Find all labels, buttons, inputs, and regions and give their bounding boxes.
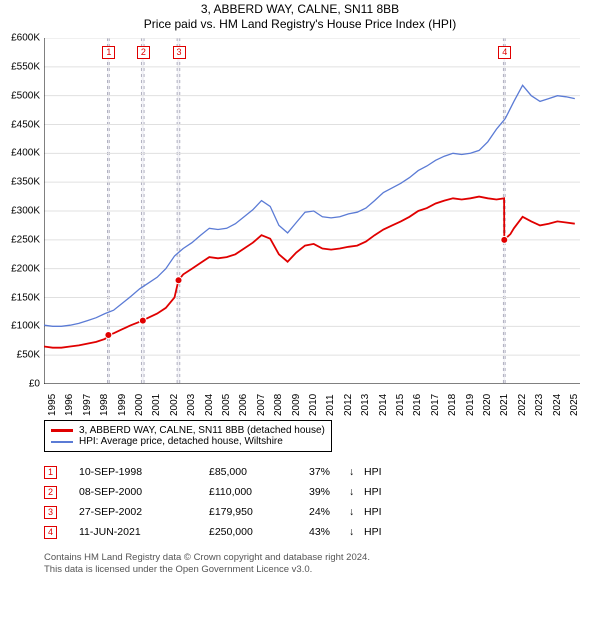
sales-table: 110-SEP-1998£85,00037%↓HPI208-SEP-2000£1… <box>44 462 394 542</box>
x-axis-label: 2005 <box>221 394 232 416</box>
y-axis-label: £450K <box>2 119 40 130</box>
x-axis-label: 2013 <box>360 394 371 416</box>
sales-row: 1 10-SEP-1998£85,00037%↓HPI <box>44 462 394 482</box>
y-axis-label: £400K <box>2 148 40 159</box>
x-axis-label: 2025 <box>569 394 580 416</box>
sales-row: 3 27-SEP-2002£179,95024%↓HPI <box>44 502 394 522</box>
sale-date: 11-JUN-2021 <box>79 526 209 538</box>
x-axis-label: 2003 <box>186 394 197 416</box>
legend-swatch-price <box>51 429 73 432</box>
x-axis-label: 2012 <box>343 394 354 416</box>
chart-svg <box>44 38 580 384</box>
x-axis-label: 2017 <box>430 394 441 416</box>
sale-hpi-label: HPI <box>364 506 394 518</box>
x-axis-label: 2007 <box>256 394 267 416</box>
x-axis-label: 2023 <box>534 394 545 416</box>
sales-row: 4 11-JUN-2021£250,00043%↓HPI <box>44 522 394 542</box>
y-axis-label: £250K <box>2 234 40 245</box>
y-axis-label: £350K <box>2 177 40 188</box>
sale-marker: 3 <box>173 46 186 59</box>
x-axis-label: 1999 <box>117 394 128 416</box>
x-axis-label: 2004 <box>204 394 215 416</box>
y-axis-label: £100K <box>2 321 40 332</box>
sale-pct: 39% <box>309 486 349 498</box>
chart-container: 3, ABBERD WAY, CALNE, SN11 8BB Price pai… <box>0 0 600 620</box>
x-axis-label: 1997 <box>82 394 93 416</box>
x-axis-label: 2009 <box>291 394 302 416</box>
footer-line2: This data is licensed under the Open Gov… <box>44 564 370 576</box>
x-axis-label: 2006 <box>238 394 249 416</box>
sale-marker-icon: 2 <box>44 486 57 499</box>
arrow-down-icon: ↓ <box>349 506 364 518</box>
x-axis-label: 2018 <box>447 394 458 416</box>
y-axis-label: £550K <box>2 61 40 72</box>
x-axis-label: 1995 <box>47 394 58 416</box>
x-axis-label: 2019 <box>465 394 476 416</box>
x-axis-label: 2010 <box>308 394 319 416</box>
x-axis-label: 1998 <box>99 394 110 416</box>
x-axis-label: 2022 <box>517 394 528 416</box>
x-axis-label: 2015 <box>395 394 406 416</box>
sale-marker: 1 <box>102 46 115 59</box>
sales-row: 2 08-SEP-2000£110,00039%↓HPI <box>44 482 394 502</box>
sale-hpi-label: HPI <box>364 466 394 478</box>
x-axis-label: 2008 <box>273 394 284 416</box>
x-axis-label: 2014 <box>378 394 389 416</box>
y-axis-label: £0 <box>2 379 40 390</box>
sale-pct: 37% <box>309 466 349 478</box>
y-axis-label: £150K <box>2 292 40 303</box>
sale-marker: 4 <box>498 46 511 59</box>
footer-line1: Contains HM Land Registry data © Crown c… <box>44 552 370 564</box>
x-axis-label: 2002 <box>169 394 180 416</box>
x-axis-label: 2001 <box>151 394 162 416</box>
sale-marker-icon: 4 <box>44 526 57 539</box>
x-axis-label: 2020 <box>482 394 493 416</box>
arrow-down-icon: ↓ <box>349 486 364 498</box>
sale-price: £250,000 <box>209 526 309 538</box>
sale-marker: 2 <box>137 46 150 59</box>
x-axis-label: 2016 <box>412 394 423 416</box>
y-axis-label: £200K <box>2 263 40 274</box>
sale-hpi-label: HPI <box>364 526 394 538</box>
legend-label-price: 3, ABBERD WAY, CALNE, SN11 8BB (detached… <box>79 425 325 436</box>
sale-date: 27-SEP-2002 <box>79 506 209 518</box>
sale-price: £110,000 <box>209 486 309 498</box>
sale-pct: 24% <box>309 506 349 518</box>
title-block: 3, ABBERD WAY, CALNE, SN11 8BB Price pai… <box>0 0 600 31</box>
sale-pct: 43% <box>309 526 349 538</box>
sale-marker-icon: 1 <box>44 466 57 479</box>
x-axis-label: 2000 <box>134 394 145 416</box>
sale-hpi-label: HPI <box>364 486 394 498</box>
sale-marker-icon: 3 <box>44 506 57 519</box>
arrow-down-icon: ↓ <box>349 526 364 538</box>
y-axis-label: £50K <box>2 350 40 361</box>
footer: Contains HM Land Registry data © Crown c… <box>44 552 370 576</box>
y-axis-label: £600K <box>2 33 40 44</box>
legend-label-hpi: HPI: Average price, detached house, Wilt… <box>79 436 283 447</box>
title-address: 3, ABBERD WAY, CALNE, SN11 8BB <box>0 2 600 16</box>
y-axis-label: £300K <box>2 206 40 217</box>
x-axis-label: 2011 <box>325 394 336 416</box>
y-axis-label: £500K <box>2 90 40 101</box>
legend: 3, ABBERD WAY, CALNE, SN11 8BB (detached… <box>44 420 332 452</box>
title-subtitle: Price paid vs. HM Land Registry's House … <box>0 17 600 31</box>
x-axis-label: 2024 <box>552 394 563 416</box>
arrow-down-icon: ↓ <box>349 466 364 478</box>
x-axis-label: 1996 <box>64 394 75 416</box>
legend-row-hpi: HPI: Average price, detached house, Wilt… <box>51 436 325 447</box>
sale-price: £179,950 <box>209 506 309 518</box>
sale-date: 10-SEP-1998 <box>79 466 209 478</box>
x-axis-label: 2021 <box>499 394 510 416</box>
legend-row-price: 3, ABBERD WAY, CALNE, SN11 8BB (detached… <box>51 425 325 436</box>
sale-price: £85,000 <box>209 466 309 478</box>
legend-swatch-hpi <box>51 441 73 443</box>
sale-date: 08-SEP-2000 <box>79 486 209 498</box>
